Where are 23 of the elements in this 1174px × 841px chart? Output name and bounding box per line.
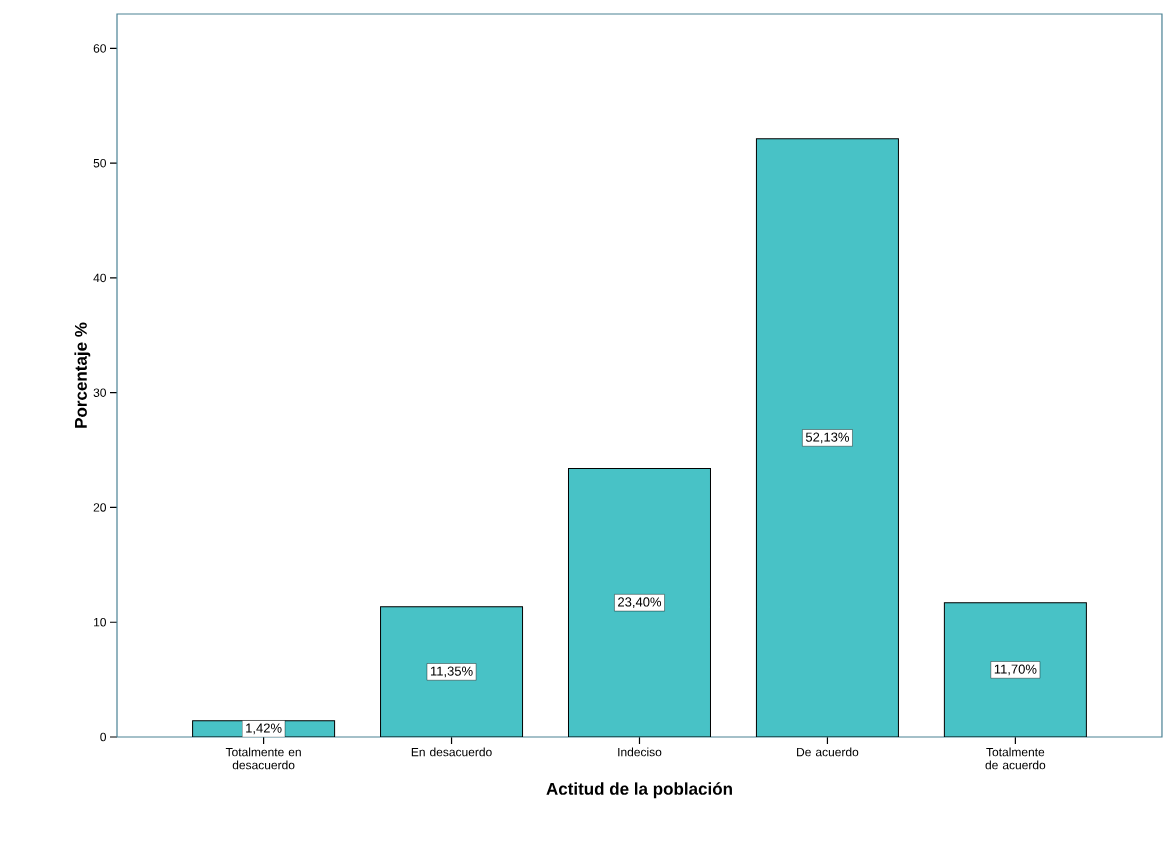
x-axis-title: Actitud de la población	[546, 782, 732, 799]
bar	[567, 467, 711, 737]
y-tick-label: 50	[93, 158, 107, 168]
x-tick-label: En desacuerdo	[411, 747, 492, 757]
data-label: 52,13%	[805, 432, 850, 444]
data-label: 11,70%	[994, 664, 1037, 676]
data-label: 1,42%	[246, 723, 282, 735]
x-tick-label: De acuerdo	[797, 747, 859, 757]
y-tick-label: 60	[93, 44, 107, 53]
data-label: 23,40%	[618, 597, 662, 609]
bar	[380, 606, 524, 737]
x-tick-label: Totalmente en desacuerdo	[225, 747, 301, 770]
bar	[943, 602, 1087, 737]
y-tick-label: 30	[93, 388, 107, 397]
y-tick-label: 0	[100, 732, 107, 742]
bar	[756, 138, 899, 737]
y-tick-label: 10	[94, 617, 107, 627]
x-tick-label: Totalmente de acuerdo	[985, 747, 1046, 770]
y-axis-title: Porcentaje %	[74, 322, 91, 428]
data-label: 11,35%	[430, 666, 473, 678]
y-tick-label: 20	[93, 503, 107, 512]
y-tick-label: 40	[93, 273, 107, 283]
x-tick-label: Indeciso	[618, 747, 662, 757]
